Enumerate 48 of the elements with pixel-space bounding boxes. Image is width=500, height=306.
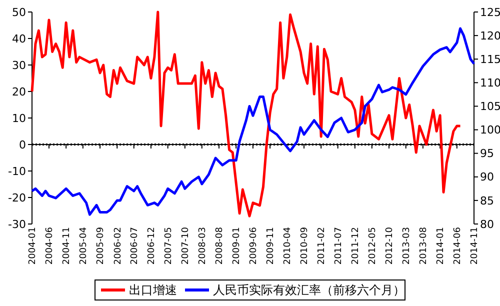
- y2-tick-label: 120: [480, 29, 500, 42]
- x-tick-label: 2014-11: [470, 227, 480, 265]
- x-tick-label: 2004-06: [45, 226, 56, 265]
- x-tick-label: 2006-07: [130, 227, 140, 265]
- x-tick-label: 2013-03: [402, 227, 412, 265]
- x-tick-label: 2005-09: [96, 226, 106, 265]
- y2-tick-label: 85: [480, 194, 494, 208]
- x-tick-label: 2011-07: [334, 227, 344, 265]
- y-tick-label: 50: [12, 6, 26, 19]
- legend-label: 人民币实际有效汇率（前移六个月）: [213, 283, 405, 298]
- x-tick-label: 2007-05: [164, 227, 174, 265]
- x-tick-label: 2006-02: [113, 227, 124, 265]
- x-tick-label: 2008-08: [215, 226, 226, 265]
- x-tick-label: 2008-03: [198, 227, 208, 265]
- y2-tick-label: 110: [480, 76, 500, 90]
- y2-tick-label: 95: [480, 147, 494, 160]
- y-tick-label: 30: [12, 58, 26, 72]
- x-tick-label: 2009-01: [232, 227, 242, 265]
- x-tick-label: 2009-06: [249, 226, 260, 265]
- x-tick-label: 2004-11: [62, 227, 72, 265]
- y2-tick-label: 115: [480, 52, 500, 66]
- x-tick-label: 2013-08: [419, 226, 430, 265]
- x-tick-label: 2009-11: [266, 227, 276, 265]
- x-tick-label: 2014-06: [453, 226, 464, 265]
- legend-label: 出口增速: [129, 283, 177, 298]
- y-tick-label: 10: [12, 112, 26, 125]
- y-tick-label: -30: [8, 218, 26, 231]
- y-tick-label: 20: [12, 85, 26, 98]
- y2-tick-label: 90: [480, 170, 494, 184]
- x-tick-label: 2011-02: [317, 227, 328, 265]
- y-tick-label: 0: [19, 138, 26, 152]
- y2-tick-label: 80: [480, 218, 494, 231]
- x-tick-label: 2012-05: [368, 227, 378, 265]
- y-tick-label: -20: [8, 191, 26, 204]
- y2-tick-label: 100: [480, 124, 500, 137]
- x-tick-label: 2007-10: [181, 226, 192, 265]
- x-tick-label: 2011-12: [351, 227, 362, 265]
- x-tick-label: 2006-12: [147, 227, 158, 265]
- y-tick-label: 40: [12, 32, 26, 46]
- x-tick-label: 2010-09: [300, 226, 310, 265]
- y2-tick-label: 125: [480, 6, 500, 19]
- y2-tick-label: 105: [480, 100, 500, 114]
- x-tick-label: 2005-04: [79, 226, 90, 265]
- x-tick-label: 2004-01: [28, 227, 38, 265]
- x-tick-label: 2010-04: [283, 226, 294, 265]
- x-tick-label: 2014-01: [436, 227, 446, 265]
- x-tick-label: 2012-10: [385, 226, 396, 265]
- y-tick-label: -10: [8, 164, 26, 178]
